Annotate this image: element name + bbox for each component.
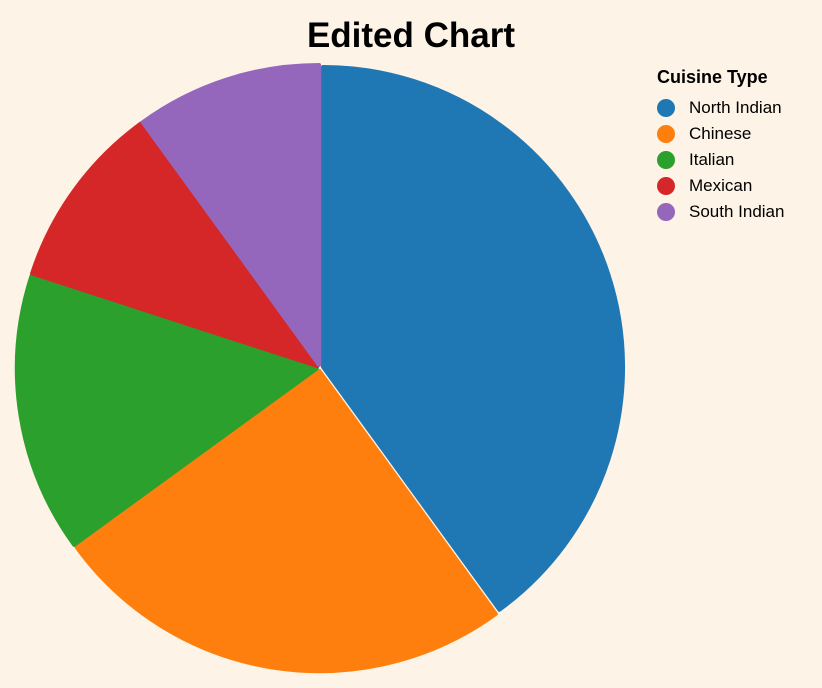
legend-label-italian: Italian (689, 150, 735, 169)
legend-item-north-indian[interactable]: North Indian (657, 95, 784, 121)
legend-item-italian[interactable]: Italian (657, 147, 784, 173)
pie-slice-north-indian[interactable] (321, 65, 626, 612)
legend-title: Cuisine Type (657, 67, 768, 87)
legend-swatch-chinese (657, 125, 675, 143)
legend-swatch-mexican (657, 177, 675, 195)
legend-item-south-indian[interactable]: South Indian (657, 199, 784, 225)
legend: Cuisine Type North Indian Chinese Italia… (657, 67, 784, 225)
legend-swatch-south-indian (657, 203, 675, 221)
legend-label-chinese: Chinese (689, 124, 752, 143)
legend-label-mexican: Mexican (689, 176, 753, 195)
pie-slice-italian[interactable] (14, 273, 319, 547)
legend-label-south-indian: South Indian (689, 202, 785, 221)
chart-title: Edited Chart (306, 16, 516, 55)
pie-slice-south-indian[interactable] (140, 62, 322, 367)
legend-swatch-italian (657, 151, 675, 169)
legend-item-chinese[interactable]: Chinese (657, 121, 784, 147)
pie-slice-mexican[interactable] (30, 121, 320, 369)
legend-swatch-north-indian (657, 99, 675, 117)
legend-item-mexican[interactable]: Mexican (657, 173, 784, 199)
legend-label-north-indian: North Indian (689, 98, 782, 117)
pie-slice-chinese[interactable] (74, 369, 498, 674)
